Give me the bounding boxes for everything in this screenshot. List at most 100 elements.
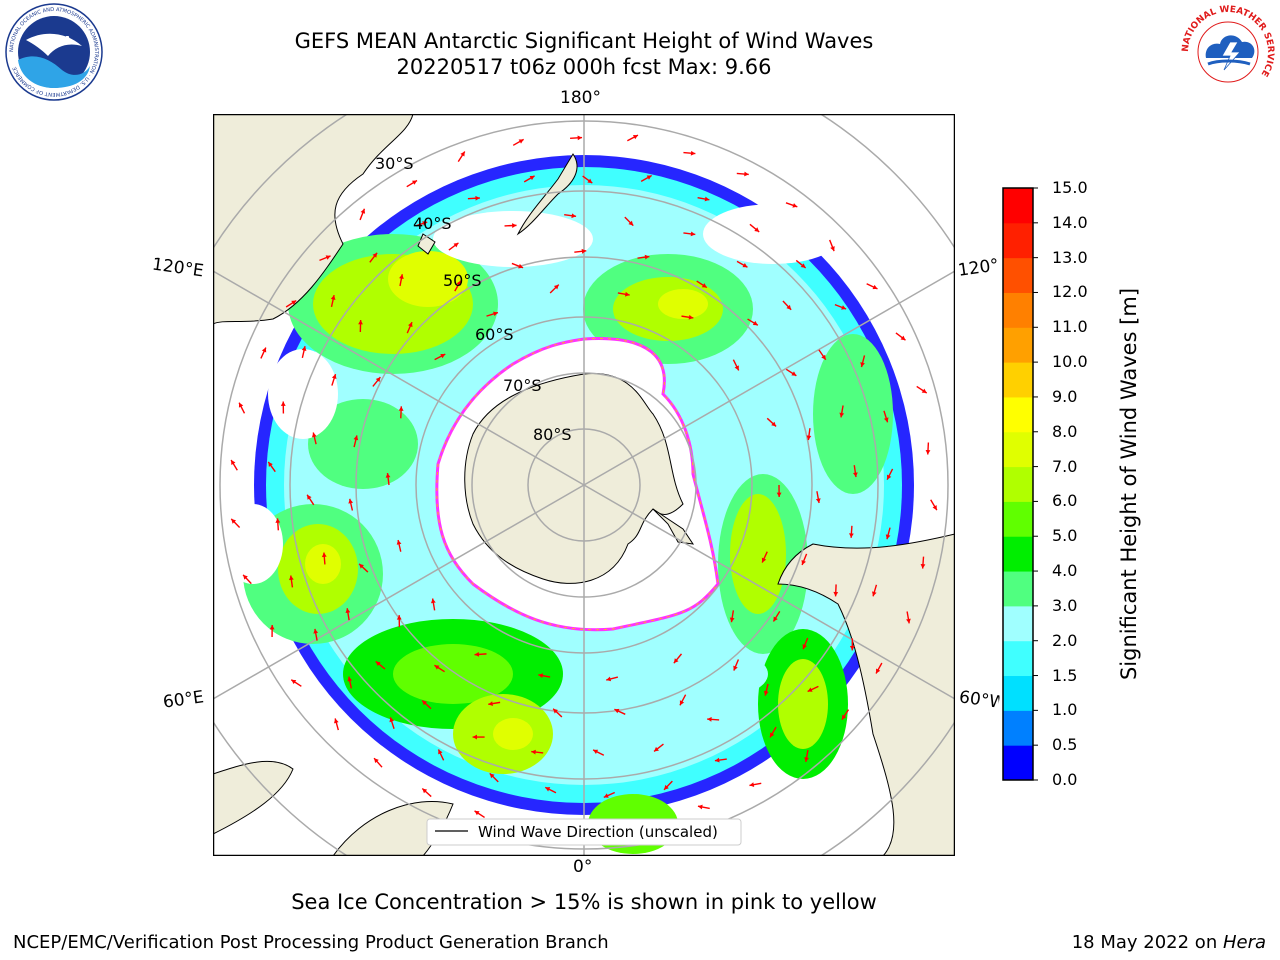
wave-arrow-head	[624, 291, 630, 297]
colorbar-block	[1003, 640, 1033, 677]
noaa-text: NOAA	[36, 34, 72, 47]
nws-logo: NATIONAL WEATHER SERVICE	[1180, 4, 1276, 100]
lat-label-80s: 80°S	[533, 425, 572, 444]
wave-arrow-head	[453, 242, 459, 248]
noaa-logo: NATIONAL OCEANIC AND ATMOSPHERIC ADMINIS…	[5, 3, 103, 101]
map-legend: Wind Wave Direction (unscaled)	[426, 818, 742, 846]
footer-date: 18 May 2022 on Hera	[1072, 932, 1266, 953]
wave-arrow-head	[334, 718, 339, 724]
wave-arrow-head	[839, 412, 845, 418]
wave-arrow-head	[742, 262, 748, 268]
wave-arrow-head	[830, 246, 835, 252]
colorbar-block	[1003, 466, 1033, 502]
lon-label-0: 0°	[573, 857, 593, 877]
wave-arrow-head	[792, 203, 798, 208]
wave-arrow-head	[434, 665, 440, 670]
wave-arrow-head	[860, 362, 865, 368]
colorbar-block	[1003, 536, 1033, 572]
wave-arrow-head	[906, 618, 911, 624]
wave-arrow-head	[531, 749, 536, 755]
wave-arrow-head	[553, 284, 559, 290]
colorbar-block	[1003, 257, 1033, 293]
colorbar-tick-label: 1.0	[1052, 700, 1078, 720]
wave-arrow-head	[348, 498, 354, 504]
wave-arrow-head	[697, 804, 703, 810]
wave-arrow-head	[408, 322, 413, 328]
wave-arrow-head	[852, 472, 858, 478]
wave-arrow-head	[269, 625, 275, 630]
wave-arrow-head	[474, 810, 480, 816]
wave-arrow-head	[752, 320, 758, 326]
polar-map: 30°S 40°S 50°S 60°S 70°S 80°S Wind Wave …	[213, 114, 955, 856]
wave-arrow-head	[925, 449, 931, 455]
wave-arrow-head	[456, 280, 461, 286]
wave-arrow-head	[701, 283, 707, 288]
wave-arrow-head	[399, 274, 404, 280]
wave-arrow-head	[398, 406, 404, 411]
wave-arrow-head	[872, 284, 878, 290]
wave-arrow-head	[606, 676, 612, 682]
colorbar-block	[1003, 675, 1033, 711]
australia-land	[213, 114, 414, 325]
wave-arrow-head	[438, 749, 443, 755]
wave-arrow-head	[802, 644, 807, 650]
wave-arrow-head	[372, 252, 378, 258]
colorbar-tick-label: 4.0	[1052, 561, 1078, 581]
wave-arrow-head	[714, 757, 720, 763]
wave-arrow-head	[920, 564, 926, 569]
wave-arrow-head	[786, 304, 792, 310]
south-america-land	[777, 533, 955, 856]
colorbar-tick-label: 7.0	[1052, 456, 1078, 476]
colorbar-tick-label: 3.0	[1052, 595, 1078, 615]
wave-arrow-head	[345, 608, 351, 613]
wave-arrow-head	[900, 335, 906, 341]
wave-arrow-head	[804, 757, 809, 762]
wave-arrow-head	[577, 135, 583, 141]
footer-machine: Hera	[1222, 932, 1266, 953]
colorbar-tick-label: 14.0	[1052, 212, 1088, 232]
wave-arrow-head	[529, 175, 535, 181]
colorbar-tick-label: 0.5	[1052, 735, 1078, 755]
colorbar-title: Significant Height of Wind Waves [m]	[1117, 287, 1141, 681]
wave-arrow-head	[389, 717, 395, 723]
wave-arrow-head	[571, 213, 577, 219]
lat-label-30s: 30°S	[375, 154, 414, 173]
wave-arrow-head	[291, 679, 297, 685]
wave-arrow-head	[821, 354, 826, 360]
colorbar-block	[1003, 605, 1033, 642]
wave-arrow-head	[396, 615, 402, 620]
wave-arrow-head	[887, 474, 892, 480]
lon-label-120w: 120°	[956, 255, 1001, 281]
wave-arrow-head	[331, 374, 337, 380]
wave-arrow-head	[664, 784, 669, 790]
wave-arrow-head	[360, 208, 366, 214]
wave-arrow-head	[603, 793, 609, 798]
colorbar-block	[1003, 501, 1033, 537]
wave-arrow-head	[301, 346, 307, 351]
wave-arrow-head	[280, 401, 286, 406]
wave-arrow-head	[518, 263, 524, 269]
wave-arrow-head	[791, 371, 797, 376]
colorbar-tick-label: 13.0	[1052, 247, 1088, 267]
wave-arrow-head	[921, 388, 927, 394]
wave-arrow-head	[474, 651, 480, 657]
wave-arrow-head	[311, 432, 317, 438]
footer-date-text: 18 May 2022 on	[1071, 932, 1223, 953]
wave-arrow-head	[773, 616, 778, 622]
colorbar-tick-label: 1.5	[1052, 665, 1078, 685]
colorbar-tick-label: 15.0	[1052, 178, 1088, 197]
lat-label-50s: 50°S	[443, 271, 482, 290]
wave-arrow-head	[815, 498, 821, 504]
wave-arrow-head	[673, 658, 679, 664]
wave-arrow-head	[385, 473, 391, 478]
wave-arrow-head	[307, 494, 312, 500]
chart-title: GEFS MEAN Antarctic Significant Height o…	[294, 29, 874, 53]
colorbar-block	[1003, 710, 1033, 746]
legend-label: Wind Wave Direction (unscaled)	[478, 823, 718, 841]
colorbar-blocks	[1003, 188, 1033, 781]
wave-arrow-head	[800, 263, 806, 268]
wave-arrow-head	[313, 628, 319, 634]
wave-arrow-head	[872, 591, 877, 597]
wave-height-field	[213, 114, 955, 856]
wave-arrow-head	[275, 518, 281, 523]
